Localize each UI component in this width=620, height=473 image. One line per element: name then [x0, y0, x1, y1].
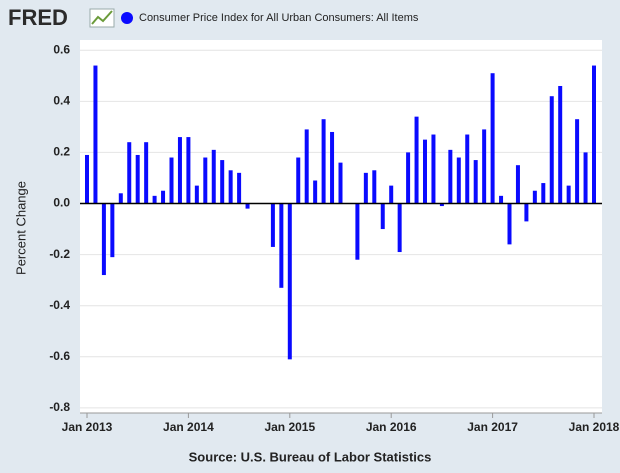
bar [228, 170, 233, 204]
logo-icon [89, 8, 115, 28]
bar [507, 203, 512, 245]
bar [465, 134, 470, 204]
plot-area [80, 40, 602, 413]
logo: FRED [8, 5, 68, 30]
bar [532, 190, 537, 204]
bar [456, 157, 461, 204]
bar [372, 170, 377, 204]
bar [279, 203, 284, 288]
legend-label: Consumer Price Index for All Urban Consu… [139, 12, 419, 24]
bar [304, 129, 309, 204]
bar [549, 96, 554, 204]
bar [423, 139, 427, 204]
legend-swatch [121, 12, 133, 24]
bar [135, 154, 140, 204]
bar [118, 193, 123, 204]
bar [110, 203, 115, 258]
y-tick-label: -0.8 [49, 400, 70, 414]
bar [194, 185, 199, 204]
bar [296, 157, 301, 204]
bar [144, 142, 149, 204]
bar [169, 157, 174, 204]
bar [101, 203, 106, 276]
bar [397, 203, 402, 253]
x-tick-label: Jan 2013 [62, 420, 113, 434]
bar [85, 154, 89, 204]
bar [473, 160, 478, 204]
x-tick-label: Jan 2016 [366, 420, 417, 434]
bar [330, 131, 335, 204]
x-tick-label: Jan 2017 [467, 420, 518, 434]
bar [220, 160, 225, 204]
bar [186, 137, 191, 204]
bar [355, 203, 360, 260]
bar [245, 203, 250, 209]
bar [566, 185, 571, 204]
y-tick-label: -0.6 [49, 349, 70, 363]
y-tick-label: 0.2 [53, 145, 70, 159]
y-tick-label: -0.2 [49, 247, 70, 261]
bar [575, 119, 580, 204]
bar [93, 65, 98, 204]
bar [406, 152, 411, 204]
bar [363, 172, 368, 204]
x-tick-label: Jan 2018 [569, 420, 620, 434]
bar [439, 203, 444, 207]
bar [448, 149, 453, 204]
source: Source: U.S. Bureau of Labor Statistics [189, 449, 432, 464]
x-tick-label: Jan 2014 [163, 420, 214, 434]
bar [321, 119, 326, 204]
bar [177, 137, 182, 204]
bar [270, 203, 275, 247]
x-tick-label: Jan 2015 [264, 420, 315, 434]
bar [583, 152, 588, 204]
bar [152, 195, 157, 204]
bar [592, 65, 596, 204]
bar [237, 172, 242, 204]
bar [524, 203, 529, 222]
bar [389, 185, 394, 204]
bar [203, 157, 208, 204]
bar [380, 203, 385, 230]
bar [338, 162, 343, 204]
bar [515, 165, 520, 204]
y-tick-label: -0.4 [49, 298, 70, 312]
y-tick-label: 0.6 [53, 42, 70, 56]
bar [431, 134, 436, 204]
bar [161, 190, 166, 204]
bar [127, 142, 132, 204]
y-tick-label: 0.4 [53, 93, 70, 107]
bar [558, 85, 563, 204]
bar [490, 73, 495, 204]
bar [211, 149, 216, 204]
y-axis-label: Percent Change [13, 181, 28, 275]
y-tick-label: 0.0 [53, 196, 70, 210]
bar [541, 183, 546, 204]
bar [482, 129, 487, 204]
bar [287, 203, 292, 360]
bar [414, 116, 419, 204]
bar [313, 180, 318, 204]
bar [499, 195, 504, 204]
